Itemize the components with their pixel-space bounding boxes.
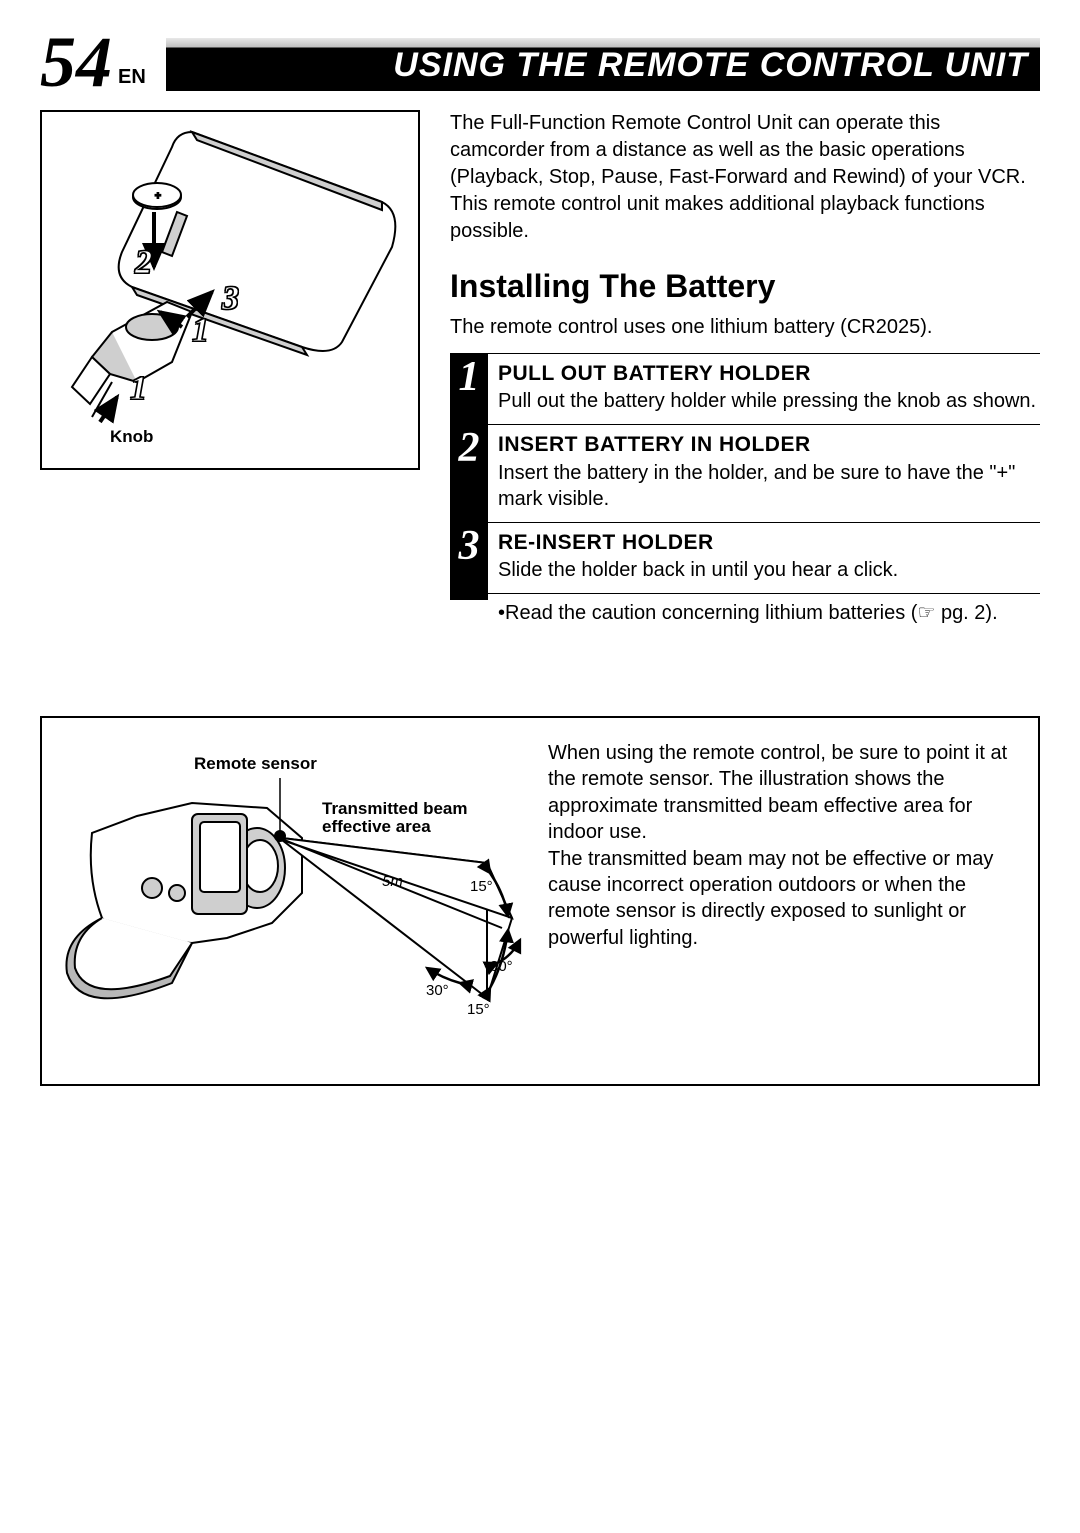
fig1-num-1b: 1 [130, 370, 147, 408]
remote-sensor-label: Remote sensor [194, 755, 317, 774]
beam-label-l1: Transmitted beam [322, 800, 468, 819]
beam-dist: 5m [382, 873, 403, 890]
beam-ang30b: 30° [490, 958, 513, 975]
fig1-num-3: 3 [222, 280, 239, 318]
step-1-num: 1 [450, 354, 488, 424]
fig1-num-1a: 1 [192, 312, 209, 350]
step-3-head: RE-INSERT HOLDER [498, 529, 1040, 557]
step-2-num: 2 [450, 425, 488, 521]
knob-label: Knob [110, 427, 153, 447]
intro-text: The Full-Function Remote Control Unit ca… [450, 110, 1040, 245]
step-2: 2 INSERT BATTERY IN HOLDER Insert the ba… [450, 424, 1040, 521]
step-1: 1 PULL OUT BATTERY HOLDER Pull out the b… [450, 353, 1040, 424]
page-lang: EN [118, 66, 146, 89]
step-1-body: Pull out the battery holder while pressi… [498, 388, 1040, 414]
step-1-head: PULL OUT BATTERY HOLDER [498, 360, 1040, 388]
figure-battery: + 2 3 1 [40, 110, 420, 470]
step-2-body: Insert the battery in the holder, and be… [498, 460, 1040, 512]
step-3-body: Slide the holder back in until you hear … [498, 557, 1040, 583]
beam-ang30a: 30° [426, 982, 449, 999]
svg-text:+: + [155, 191, 161, 202]
page-header: 54 EN USING THE REMOTE CONTROL UNIT [0, 0, 1080, 95]
fig1-num-2: 2 [135, 244, 152, 282]
title-banner: USING THE REMOTE CONTROL UNIT [166, 38, 1040, 91]
step-3: 3 RE-INSERT HOLDER Slide the holder back… [450, 522, 1040, 593]
caution-row: •Read the caution concerning lithium bat… [450, 593, 1040, 626]
step-bar-end [450, 590, 488, 600]
step-2-head: INSERT BATTERY IN HOLDER [498, 431, 1040, 459]
top-row: + 2 3 1 [0, 95, 1080, 626]
beam-description: When using the remote control, be sure t… [532, 718, 1038, 1084]
right-column: The Full-Function Remote Control Unit ca… [450, 110, 1040, 626]
figure-beam: Remote sensor Transmitted beam effective… [40, 716, 1040, 1086]
section-sub: The remote control uses one lithium batt… [450, 314, 1040, 341]
beam-ang15b: 15° [467, 1001, 490, 1018]
beam-label-l2: effective area [322, 818, 431, 837]
step-3-num: 3 [450, 523, 488, 593]
section-title: Installing The Battery [450, 265, 1040, 308]
page-number: 54 [40, 30, 112, 95]
beam-ang15a: 15° [470, 878, 493, 895]
caution-text: •Read the caution concerning lithium bat… [488, 594, 998, 626]
